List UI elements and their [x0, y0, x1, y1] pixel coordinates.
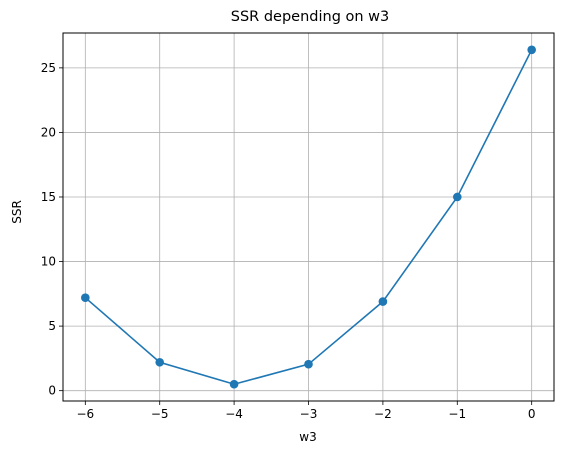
x-tick-label: −2 [374, 407, 392, 421]
y-tick-label: 5 [48, 319, 56, 333]
data-point [81, 293, 90, 303]
chart-title: SSR depending on w3 [231, 9, 390, 25]
data-point [155, 357, 165, 367]
data-point [378, 297, 388, 306]
x-tick-label: 0 [528, 407, 536, 421]
y-tick-label: 0 [48, 384, 56, 398]
grid [63, 33, 554, 401]
x-axis-label: w3 [299, 430, 316, 444]
data-point [304, 359, 313, 369]
x-tick-label: −4 [225, 407, 243, 421]
data-point [527, 45, 536, 55]
ticks: −6 −5 −4 −3 −2 −1 0 0 5 10 15 20 25 [41, 61, 536, 421]
x-tick-label: −5 [151, 407, 169, 421]
y-axis-label: SSR [10, 200, 24, 224]
y-tick-label: 15 [41, 190, 56, 204]
x-tick-label: −6 [76, 407, 94, 421]
y-tick-label: 20 [41, 125, 56, 139]
y-tick-label: 10 [41, 255, 56, 269]
y-tick-label: 25 [41, 61, 56, 75]
series-ssr [81, 45, 536, 389]
data-point [229, 379, 239, 389]
data-point [452, 192, 462, 202]
x-tick-label: −1 [448, 407, 466, 421]
x-tick-label: −3 [300, 407, 318, 421]
